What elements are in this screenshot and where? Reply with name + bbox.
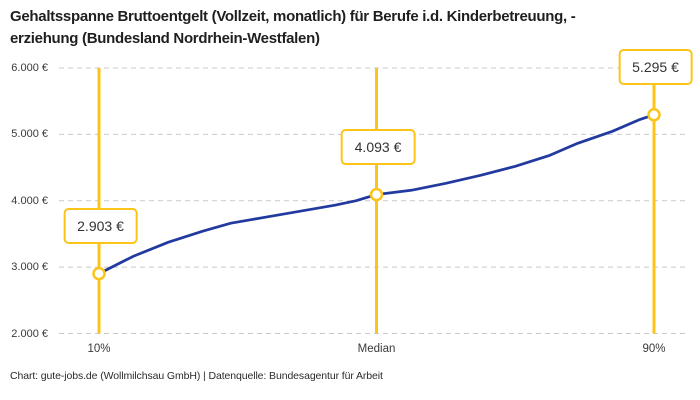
attribution-text: Chart: gute-jobs.de (Wollmilchsau GmbH) … bbox=[10, 370, 383, 382]
data-point-marker-p90 bbox=[647, 108, 661, 122]
x-axis-label-p10: 10% bbox=[87, 343, 111, 355]
x-axis-label-p90: 90% bbox=[642, 343, 666, 355]
x-axis-label-median: Median bbox=[357, 343, 396, 355]
value-label-p90: 5.295 € bbox=[618, 48, 693, 85]
y-axis-tick-label: 2.000 € bbox=[11, 327, 48, 340]
y-axis-tick-label: 5.000 € bbox=[11, 128, 48, 141]
data-point-marker-p10 bbox=[92, 266, 106, 281]
data-point-marker-median bbox=[369, 187, 384, 202]
chart-title-line1: Gehaltsspanne Bruttoentgelt (Vollzeit, m… bbox=[10, 8, 576, 25]
value-label-p10: 2.903 € bbox=[63, 207, 138, 244]
value-label-median: 4.093 € bbox=[340, 128, 416, 165]
chart-title-line2: erziehung (Bundesland Nordrhein-Westfale… bbox=[10, 29, 320, 47]
y-axis-tick-label: 6.000 € bbox=[11, 62, 48, 74]
y-axis-tick-label: 4.000 € bbox=[11, 194, 48, 207]
chart-title: Gehaltsspanne Bruttoentgelt (Vollzeit, m… bbox=[10, 6, 696, 49]
y-axis-tick-label: 3.000 € bbox=[11, 261, 48, 274]
